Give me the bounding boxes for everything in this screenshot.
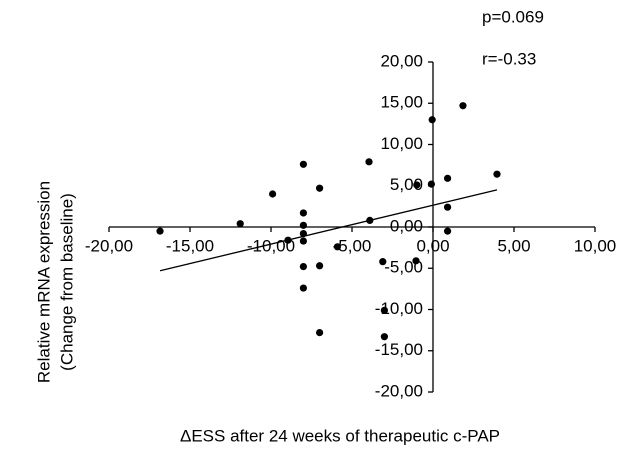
point xyxy=(299,160,307,168)
point xyxy=(299,284,307,292)
point xyxy=(366,216,374,224)
point xyxy=(299,237,307,245)
x-tick-label: 10,00 xyxy=(574,236,617,255)
x-tick-label: -20,00 xyxy=(85,236,133,255)
y-tick-label: -15,00 xyxy=(375,340,423,359)
y-tick-label: 10,00 xyxy=(380,134,423,153)
y-tick-label: 15,00 xyxy=(380,93,423,112)
y-axis-label: Relative mRNA expression xyxy=(34,181,53,383)
point xyxy=(443,227,452,235)
point xyxy=(379,258,387,266)
x-tick-label: -5,00 xyxy=(333,236,372,255)
x-tick-label: 0,00 xyxy=(416,236,449,255)
point xyxy=(156,227,164,235)
annotation: p=0.069 xyxy=(482,7,544,26)
point xyxy=(284,236,292,244)
x-axis-label: ΔESS after 24 weeks of therapeutic c-PAP xyxy=(180,426,500,445)
point xyxy=(493,170,501,178)
point xyxy=(316,262,324,270)
point xyxy=(269,190,277,198)
point xyxy=(443,174,452,182)
x-tick-label: 5,00 xyxy=(497,236,530,255)
x-tick-label: -15,00 xyxy=(166,236,214,255)
y-tick-label: -20,00 xyxy=(375,381,423,400)
y-tick-label: 20,00 xyxy=(380,51,423,70)
point xyxy=(427,180,435,188)
point xyxy=(443,203,452,211)
point xyxy=(365,158,373,166)
point xyxy=(412,257,420,265)
y-tick-label: -10,00 xyxy=(375,299,423,318)
trend-line xyxy=(159,189,498,272)
point xyxy=(316,329,324,337)
y-axis-label: (Change from baseline) xyxy=(57,193,76,371)
point xyxy=(333,243,342,251)
point xyxy=(459,102,467,110)
point xyxy=(236,220,244,228)
annotation: r=-0.33 xyxy=(482,49,536,68)
point xyxy=(316,184,324,192)
y-tick-label: 5,00 xyxy=(390,175,423,194)
point xyxy=(413,181,421,189)
point xyxy=(299,263,307,271)
point xyxy=(299,209,307,217)
point xyxy=(380,333,388,341)
point xyxy=(299,230,307,238)
point xyxy=(428,116,436,124)
point xyxy=(380,306,388,314)
y-tick-label: 0,00 xyxy=(390,216,423,235)
point xyxy=(299,221,307,229)
